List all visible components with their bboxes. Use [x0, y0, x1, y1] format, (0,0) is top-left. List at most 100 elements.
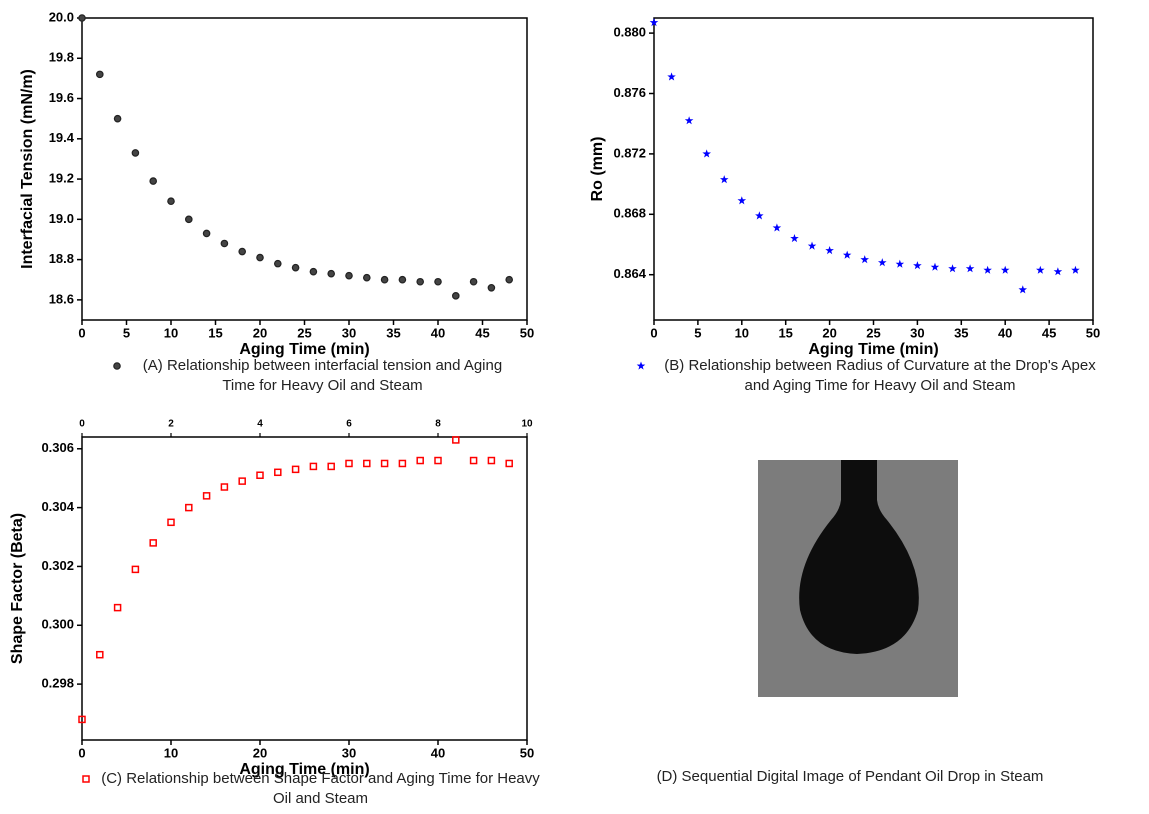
point: [965, 264, 975, 273]
point: [309, 267, 318, 276]
x-tick-label: 35: [954, 325, 968, 340]
point: [345, 459, 353, 468]
x-axis-title: Aging Time (min): [239, 341, 369, 358]
point: [113, 114, 122, 123]
point: [202, 229, 211, 238]
x-tick-label: 20: [253, 745, 267, 760]
x-tick-label: 50: [1086, 325, 1100, 340]
x-tick-label: 30: [342, 325, 356, 340]
point: [256, 471, 264, 479]
x-tick-label: 40: [431, 745, 445, 760]
x-tick-label: 0: [78, 325, 85, 340]
point: [291, 465, 300, 474]
legend-marker: [82, 775, 90, 783]
point: [505, 275, 514, 284]
plot-frame: [81, 436, 528, 741]
point: [78, 14, 86, 22]
point: [149, 177, 158, 185]
point: [487, 283, 496, 292]
point: [930, 262, 940, 271]
point: [772, 223, 782, 232]
y-tick-label: 0.868: [613, 206, 646, 221]
x-tick-label: 15: [208, 325, 222, 340]
point: [220, 239, 229, 248]
y-tick-label: 0.876: [613, 85, 646, 100]
point: [825, 246, 834, 255]
x-tick-label: 0: [650, 325, 657, 340]
point: [1000, 265, 1010, 274]
oil-drop: [799, 460, 919, 654]
point: [363, 459, 371, 468]
legend-caption: (A) Relationship between interfacial ten…: [142, 357, 503, 394]
point: [327, 462, 335, 471]
legend-caption: (B) Relationship between Radius of Curva…: [664, 357, 1096, 394]
point: [755, 211, 764, 220]
point: [167, 518, 175, 527]
point: [291, 263, 300, 272]
y-tick-label: 19.2: [49, 171, 74, 186]
x-tick-label: 35: [386, 325, 400, 340]
point: [649, 18, 659, 27]
x2-tick-label: 8: [435, 419, 441, 430]
point: [451, 292, 460, 300]
point: [78, 715, 86, 724]
point: [309, 462, 318, 471]
point: [416, 277, 425, 286]
y-tick-label: 0.306: [41, 440, 74, 455]
y-tick-label: 0.864: [613, 266, 646, 281]
x2-tick-label: 6: [346, 419, 352, 430]
point: [1018, 285, 1027, 294]
point: [667, 72, 676, 81]
x-tick-label: 25: [866, 325, 880, 340]
point: [96, 650, 104, 659]
point: [362, 273, 371, 282]
point: [398, 275, 407, 284]
point: [948, 264, 957, 273]
y-tick-label: 18.8: [49, 251, 74, 266]
x-tick-label: 20: [822, 325, 836, 340]
x-tick-label: 50: [520, 325, 534, 340]
x-tick-label: 30: [342, 745, 356, 760]
y-tick-label: 0.880: [613, 25, 646, 40]
x-tick-label: 30: [910, 325, 924, 340]
point: [860, 255, 869, 264]
point: [380, 459, 389, 468]
legend-marker: [113, 362, 121, 370]
y-axis-title: Shape Factor (Beta): [9, 513, 26, 664]
y-tick-label: 19.0: [49, 211, 74, 226]
x2-tick-label: 4: [257, 419, 263, 430]
point: [274, 468, 282, 477]
point: [345, 271, 353, 280]
x2-tick-label: 0: [79, 419, 85, 430]
y-tick-label: 0.302: [41, 558, 74, 573]
x2-tick-label: 10: [521, 419, 533, 430]
y-axis-title: Ro (mm): [589, 137, 606, 202]
x-tick-label: 0: [78, 745, 85, 760]
y-tick-label: 19.8: [49, 50, 74, 65]
point: [469, 277, 478, 286]
point: [469, 456, 478, 465]
point: [185, 215, 193, 224]
point: [202, 492, 211, 500]
point: [96, 70, 104, 79]
y-tick-label: 18.6: [49, 291, 74, 306]
x-tick-label: 25: [297, 325, 311, 340]
point: [256, 253, 264, 262]
image-caption: (D) Sequential Digital Image of Pendant …: [656, 768, 1044, 785]
x-tick-label: 20: [253, 325, 267, 340]
point: [434, 277, 442, 286]
x-tick-label: 45: [1042, 325, 1056, 340]
x-tick-label: 5: [123, 325, 130, 340]
point: [131, 565, 140, 574]
point: [790, 234, 799, 243]
point: [895, 259, 905, 268]
x-tick-label: 40: [998, 325, 1012, 340]
point: [185, 503, 193, 512]
plot-frame: [653, 17, 1094, 321]
x-tick-label: 40: [431, 325, 445, 340]
point: [167, 197, 175, 206]
x-tick-label: 45: [475, 325, 489, 340]
y-tick-label: 20.0: [49, 9, 74, 24]
point: [487, 456, 496, 465]
